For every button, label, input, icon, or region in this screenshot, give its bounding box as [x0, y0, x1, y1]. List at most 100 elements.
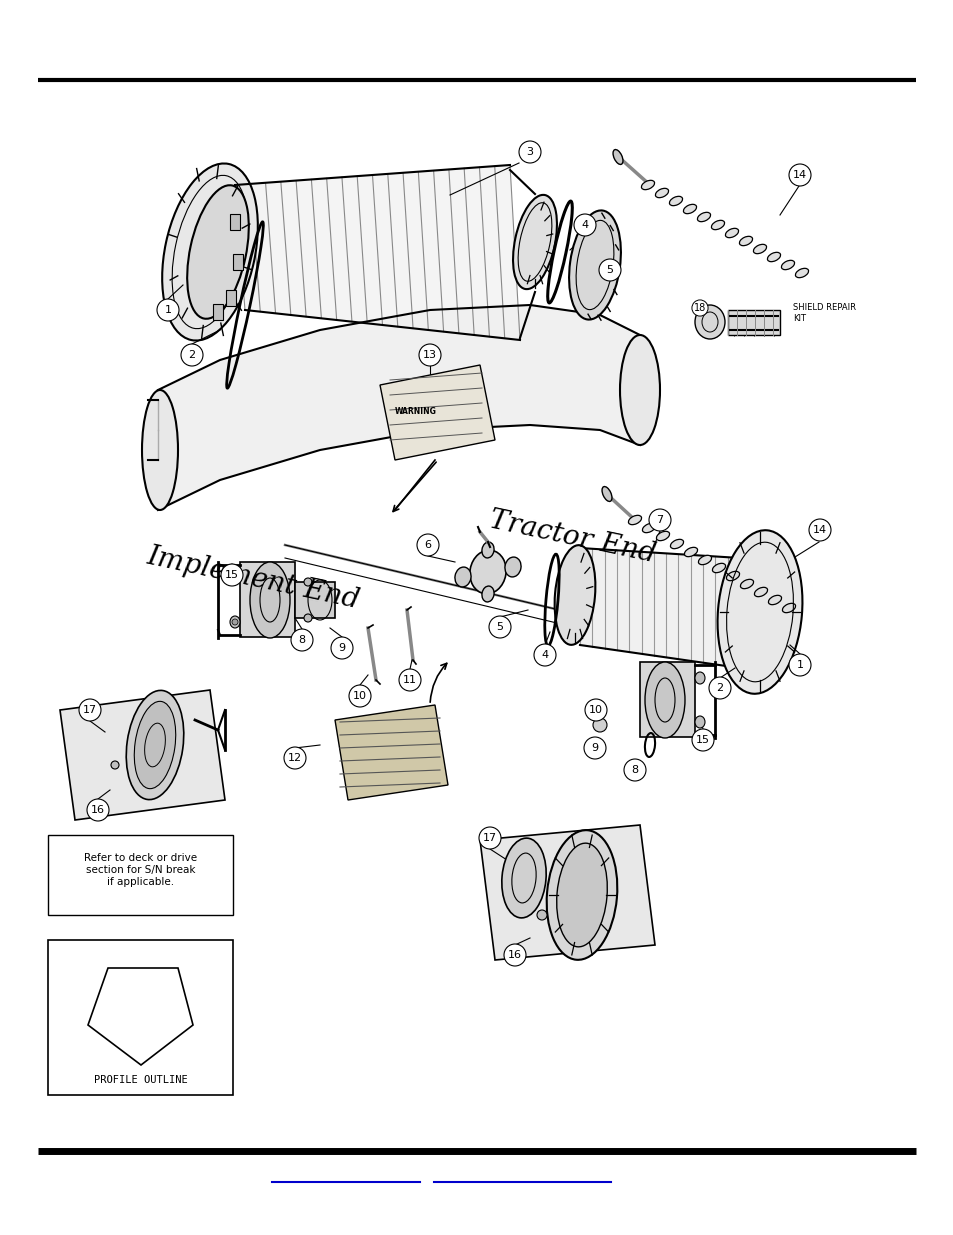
- Circle shape: [503, 944, 525, 966]
- Bar: [294, 582, 335, 618]
- Ellipse shape: [754, 588, 767, 597]
- Text: 15: 15: [225, 571, 239, 580]
- Ellipse shape: [795, 268, 808, 278]
- Circle shape: [534, 643, 556, 666]
- Ellipse shape: [670, 540, 683, 548]
- Ellipse shape: [504, 557, 520, 577]
- Ellipse shape: [162, 163, 257, 341]
- Ellipse shape: [641, 524, 655, 532]
- Bar: [727, 310, 780, 335]
- Ellipse shape: [640, 180, 654, 190]
- Text: Implement End: Implement End: [144, 542, 361, 614]
- Text: 7: 7: [656, 515, 663, 525]
- Ellipse shape: [569, 210, 620, 320]
- Text: 14: 14: [792, 170, 806, 180]
- Polygon shape: [60, 690, 225, 820]
- Ellipse shape: [739, 236, 752, 246]
- Ellipse shape: [725, 572, 739, 580]
- Circle shape: [584, 699, 606, 721]
- Text: PROFILE OUTLINE: PROFILE OUTLINE: [93, 1074, 187, 1086]
- Text: 16: 16: [507, 950, 521, 960]
- Polygon shape: [579, 548, 740, 668]
- Text: 15: 15: [696, 735, 709, 745]
- Ellipse shape: [628, 515, 641, 525]
- Circle shape: [181, 345, 203, 366]
- Circle shape: [398, 669, 420, 692]
- Ellipse shape: [697, 212, 710, 221]
- Text: 1: 1: [164, 305, 172, 315]
- Ellipse shape: [717, 530, 801, 694]
- Text: Tractor End: Tractor End: [486, 506, 658, 568]
- Text: SHIELD REPAIR
KIT: SHIELD REPAIR KIT: [792, 304, 855, 322]
- Ellipse shape: [142, 390, 178, 510]
- Text: 11: 11: [402, 676, 416, 685]
- Text: 13: 13: [422, 350, 436, 359]
- Ellipse shape: [619, 335, 659, 445]
- Ellipse shape: [695, 672, 704, 684]
- Bar: [639, 662, 695, 737]
- Ellipse shape: [481, 587, 494, 601]
- Polygon shape: [234, 165, 519, 340]
- Bar: [213, 304, 223, 320]
- Bar: [240, 562, 294, 637]
- Text: 17: 17: [83, 705, 97, 715]
- Circle shape: [623, 760, 645, 781]
- Bar: [226, 290, 235, 306]
- Ellipse shape: [683, 547, 697, 557]
- Text: 3: 3: [526, 147, 533, 157]
- Ellipse shape: [711, 220, 724, 230]
- Circle shape: [574, 214, 596, 236]
- Circle shape: [232, 619, 237, 625]
- Circle shape: [232, 576, 237, 580]
- Bar: [48, 940, 233, 1095]
- Ellipse shape: [230, 616, 240, 629]
- Ellipse shape: [767, 595, 781, 605]
- Ellipse shape: [740, 579, 753, 589]
- Text: 8: 8: [298, 635, 305, 645]
- Ellipse shape: [781, 261, 794, 269]
- Text: 9: 9: [591, 743, 598, 753]
- Ellipse shape: [554, 545, 595, 645]
- Ellipse shape: [134, 701, 175, 789]
- Ellipse shape: [455, 567, 471, 587]
- Circle shape: [416, 534, 438, 556]
- Text: 1: 1: [796, 659, 802, 671]
- Circle shape: [221, 564, 243, 585]
- Circle shape: [489, 616, 511, 638]
- Ellipse shape: [682, 204, 696, 214]
- Ellipse shape: [724, 228, 738, 237]
- Text: 10: 10: [588, 705, 602, 715]
- Circle shape: [537, 910, 546, 920]
- Text: 2: 2: [716, 683, 722, 693]
- Text: 2: 2: [189, 350, 195, 359]
- Ellipse shape: [470, 550, 506, 594]
- Text: 6: 6: [424, 540, 431, 550]
- Circle shape: [79, 699, 101, 721]
- Ellipse shape: [230, 572, 240, 584]
- Text: 5: 5: [496, 622, 503, 632]
- Circle shape: [518, 141, 540, 163]
- Ellipse shape: [481, 542, 494, 558]
- Ellipse shape: [546, 830, 617, 960]
- Circle shape: [418, 345, 440, 366]
- Ellipse shape: [557, 844, 607, 947]
- Circle shape: [284, 747, 306, 769]
- Text: 17: 17: [482, 832, 497, 844]
- Circle shape: [598, 259, 620, 282]
- Ellipse shape: [644, 662, 684, 739]
- Circle shape: [583, 737, 605, 760]
- Circle shape: [691, 729, 713, 751]
- Ellipse shape: [698, 556, 711, 564]
- Text: WARNING: WARNING: [395, 408, 436, 416]
- Text: 14: 14: [812, 525, 826, 535]
- Circle shape: [593, 718, 606, 732]
- Ellipse shape: [250, 562, 290, 638]
- Ellipse shape: [655, 188, 668, 198]
- Text: 16: 16: [91, 805, 105, 815]
- Circle shape: [304, 578, 312, 585]
- Text: 4: 4: [541, 650, 548, 659]
- Circle shape: [478, 827, 500, 848]
- Ellipse shape: [695, 305, 724, 338]
- Polygon shape: [158, 305, 639, 510]
- Ellipse shape: [187, 185, 249, 319]
